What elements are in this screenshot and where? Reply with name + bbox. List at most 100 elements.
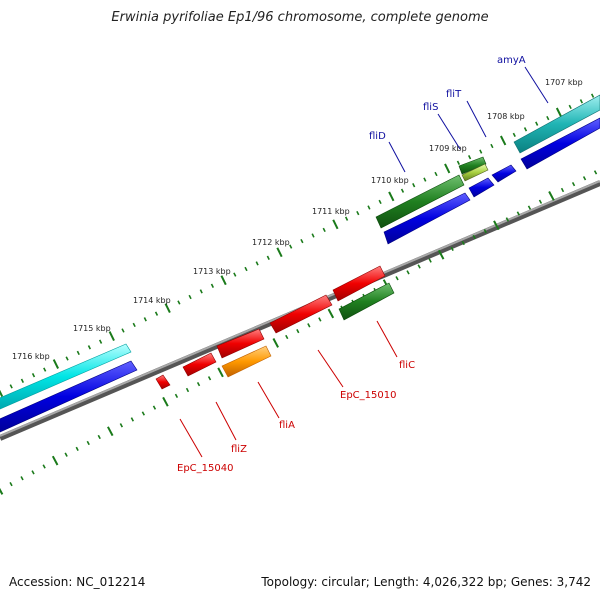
gene-label-fliD: fliD [369,131,386,142]
scale-tick [555,107,563,118]
scale-tick [52,359,59,369]
scale-tick [177,300,181,305]
scale-tick [548,191,555,201]
scale-tick [579,99,584,104]
scale-tick [483,229,487,234]
scale-tick [9,384,13,389]
scale-tick [538,199,543,204]
gene-label-fliZ: fliZ [231,444,247,455]
scale-label: 1708 kbp [487,112,525,121]
gene-label-fliA: fliA [279,420,295,431]
scale-tick [400,188,405,193]
scale-tick [444,163,451,174]
gene-bar-blue [491,164,517,183]
gene-fliC-bar [338,282,395,321]
scale-tick [590,93,595,98]
gene-red-bar [332,265,386,302]
scale-tick [0,389,4,397]
scale-tick [130,417,135,422]
scale-tick [141,411,146,416]
scale-tick [456,160,461,165]
scale-tick [535,121,539,126]
gene-bar-blue [0,360,138,433]
scale-label: 1715 kbp [73,324,111,333]
scale-tick [512,132,516,137]
scale-tick [199,289,203,294]
scale-tick [31,470,35,475]
scale-tick [568,104,572,110]
scale-tick [318,317,322,322]
scale-tick [437,249,445,260]
scale-tick [0,487,4,495]
scale-tick [107,426,114,437]
scale-tick [152,405,157,410]
scale-tick [467,155,472,160]
scale-tick [154,311,159,316]
scale-tick [207,376,212,381]
scale-label: 1716 kbp [12,352,50,361]
scale-tick [307,323,311,328]
scale-tick [266,255,270,260]
gene-EpC_15010-bar [269,294,333,334]
scale-tick [493,220,500,231]
scale-tick [121,328,125,333]
bottom-leader-lines [179,320,398,458]
scale-tick [276,247,283,258]
scale-tick [571,182,576,187]
scale-tick [9,482,13,487]
scale-tick [546,115,550,121]
gene-fliS-bar [458,156,487,175]
scale-tick [412,183,416,188]
gene-bar-teal [513,94,600,154]
gene-label-fliT: fliT [446,89,462,100]
accession-text: Accession: NC_012214 [9,575,146,589]
scale-tick [174,393,179,398]
scale-tick [472,234,476,240]
scale-tick [344,216,349,221]
gene-fliT-bar [461,163,489,182]
scale-tick [233,272,237,277]
scale-tick [450,246,454,251]
gene-bar-blue [520,117,600,170]
scale-tick [582,176,587,181]
scale-tick [311,233,315,238]
scale-label: 1712 kbp [252,238,290,247]
scale-tick [42,464,46,469]
scale-tick [164,303,171,314]
scale-tick [428,258,432,263]
scale-tick [356,210,360,216]
scale-tick [322,227,326,233]
scale-label: 1711 kbp [312,207,350,216]
scale-tick [388,191,395,202]
scale-labels: 1707 kbp 1708 kbp 1709 kbp 1710 kbp 1711… [12,78,583,361]
scale-tick [285,334,289,340]
scale-tick [51,455,59,466]
scale-tick [43,367,47,372]
gene-label-fliC: fliC [399,360,415,371]
gene-label-EpC_15010: EpC_15010 [340,390,396,401]
scale-tick [185,387,190,393]
scale-tick [31,373,36,378]
scale-tick [461,240,465,246]
gene-bar-blue [468,177,495,198]
scale-tick [272,338,279,348]
scale-label: 1707 kbp [545,78,583,87]
scale-tick [593,170,598,175]
scale-tick [132,322,136,328]
scale-tick [244,266,248,272]
scale-label: 1709 kbp [429,144,467,153]
gene-fliZ-bar [182,352,217,377]
scale-label: 1713 kbp [193,267,231,276]
scale-tick [108,331,115,342]
scale-tick [220,275,227,286]
scale-ruler-outer [0,93,595,397]
gene-EpC_15040-bar [155,374,171,390]
scale-tick [500,135,507,146]
scale-tick [560,187,565,193]
top-leader-lines [388,66,549,173]
scale-tick [255,261,259,266]
gene-label-amyA: amyA [497,55,526,66]
scale-tick [188,294,192,300]
scale-tick [143,317,147,322]
